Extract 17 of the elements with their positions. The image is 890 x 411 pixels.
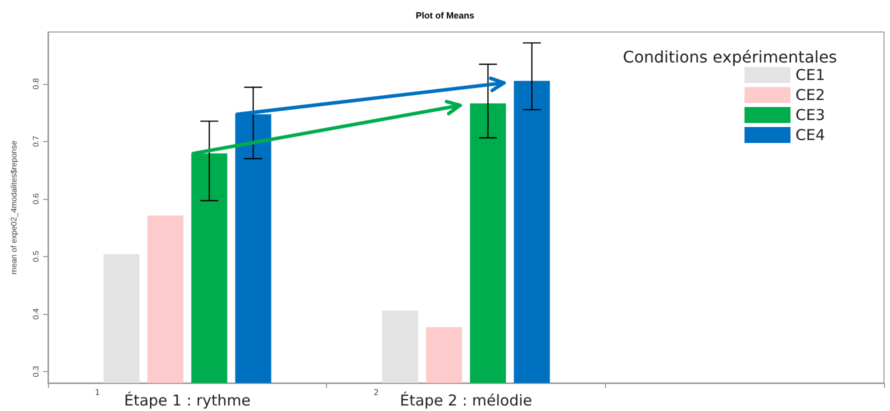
y-tick-label: 0.6 bbox=[32, 192, 40, 204]
legend-title: Conditions expérimentales bbox=[622, 48, 838, 66]
x-tick-label: Étape 2 : mélodie bbox=[400, 392, 532, 410]
chart-title: Plot of Means bbox=[416, 10, 474, 20]
legend-label: CE3 bbox=[796, 106, 826, 124]
y-tick-label: 0.4 bbox=[32, 308, 40, 320]
y-tick-label: 0.8 bbox=[32, 78, 40, 90]
y-axis-title: mean of expe02_4modalites$reponse bbox=[10, 140, 18, 274]
text: 1 bbox=[94, 388, 100, 397]
y-tick-label: 0.5 bbox=[32, 250, 40, 262]
x-tick-label: Étape 1 : rythme bbox=[124, 392, 251, 410]
legend-label: CE4 bbox=[796, 126, 826, 144]
text: 2 bbox=[374, 388, 379, 397]
legend-label: CE2 bbox=[796, 86, 826, 104]
y-tick-label: 0.7 bbox=[32, 135, 40, 147]
legend-label: CE1 bbox=[796, 66, 826, 84]
y-tick-label: 0.3 bbox=[32, 365, 40, 378]
